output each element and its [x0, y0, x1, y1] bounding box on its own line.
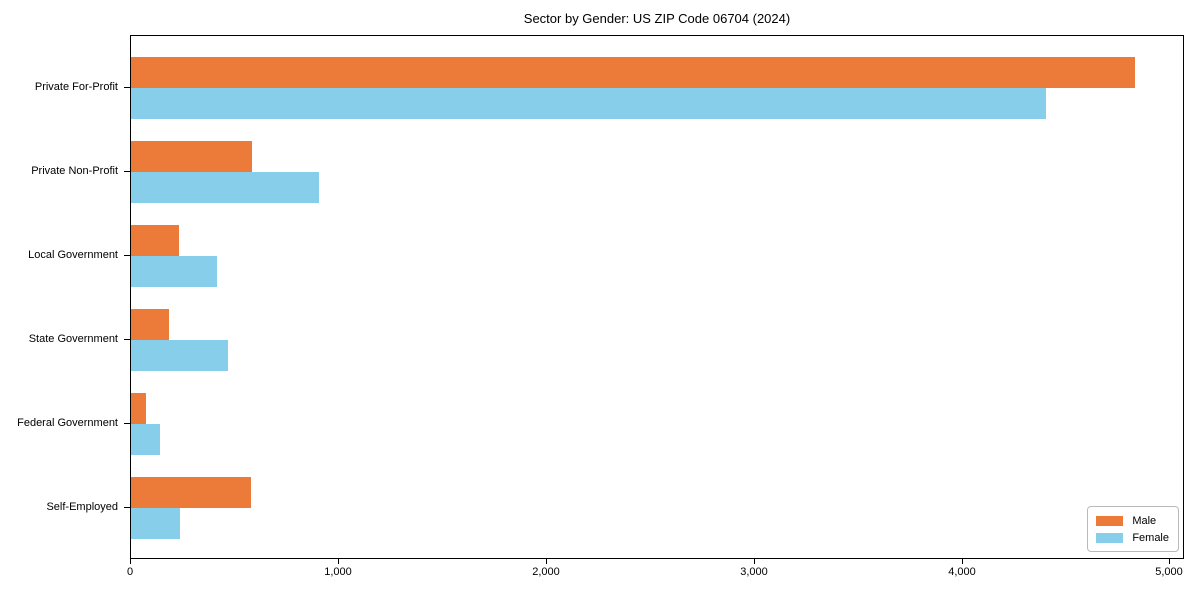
bar-female-2	[131, 172, 319, 203]
y-tick-label: Local Government	[28, 249, 118, 261]
bar-female-6	[131, 508, 180, 539]
bar-male-3	[131, 225, 179, 256]
y-tick-label: Self-Employed	[46, 501, 118, 513]
y-tick-label: Private Non-Profit	[31, 165, 118, 177]
x-tick-label: 2,000	[532, 566, 560, 578]
x-tick-mark	[754, 559, 756, 564]
y-tick-mark	[124, 255, 130, 257]
bar-male-2	[131, 141, 252, 172]
y-tick-mark	[124, 507, 130, 509]
y-tick-label: State Government	[28, 333, 118, 345]
y-tick-mark	[124, 171, 130, 173]
y-tick-mark	[124, 87, 130, 89]
x-tick-mark	[338, 559, 340, 564]
y-tick-mark	[124, 339, 130, 341]
x-tick-mark	[962, 559, 964, 564]
x-tick-label: 3,000	[740, 566, 768, 578]
y-axis-labels: Private For-Profit Private Non-Profit Loca…	[0, 35, 118, 559]
x-axis: 0 1,000 2,000 3,000 4,000 5,000	[126, 559, 1184, 591]
legend-item-female: Female	[1096, 529, 1169, 546]
legend: Male Female	[1087, 506, 1179, 552]
y-axis-ticks	[124, 35, 130, 559]
chart-title: Sector by Gender: US ZIP Code 06704 (202…	[523, 11, 791, 26]
x-tick-label: 5,000	[1155, 566, 1183, 578]
x-tick-label: 1,000	[324, 566, 352, 578]
plot-area: Male Female	[130, 35, 1184, 559]
x-tick-label: 4,000	[948, 566, 976, 578]
x-tick-mark	[546, 559, 548, 564]
y-tick-label: Federal Government	[17, 417, 118, 429]
male-series-swatch	[1096, 515, 1124, 526]
bar-male-1	[131, 57, 1135, 88]
legend-label-female: Female	[1132, 531, 1169, 544]
y-tick-label: Private For-Profit	[34, 81, 118, 93]
bar-female-3	[131, 256, 217, 287]
bar-male-4	[131, 309, 169, 340]
legend-item-male: Male	[1096, 512, 1169, 529]
x-tick-label: 0	[126, 566, 134, 578]
bar-male-5	[131, 393, 146, 424]
bar-male-6	[131, 477, 251, 508]
female-series-swatch	[1096, 532, 1124, 543]
y-tick-mark	[124, 423, 130, 425]
bar-female-5	[131, 424, 160, 455]
bar-female-4	[131, 340, 228, 371]
x-tick-mark	[1169, 559, 1171, 564]
bar-female-1	[131, 88, 1046, 119]
legend-label-male: Male	[1132, 514, 1157, 527]
x-tick-mark	[130, 559, 132, 564]
